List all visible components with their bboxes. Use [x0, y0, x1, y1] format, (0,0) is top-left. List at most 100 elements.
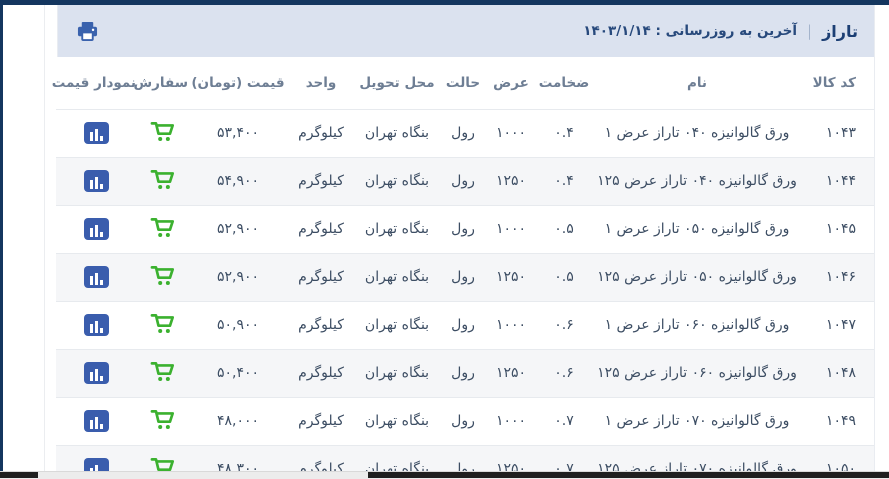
cell-price: ۵۴,۹۰۰ — [188, 157, 288, 206]
price-chart-button[interactable] — [83, 217, 109, 240]
cell-price: ۴۸,۰۰۰ — [188, 397, 288, 446]
table-row: ۱۰۴۳ ورق گالوانیزه ۰۴۰ تاراز عرض ۱ ۰.۴ ۱… — [56, 109, 874, 158]
cell-order — [136, 397, 188, 446]
cell-delivery: بنگاه تهران — [354, 253, 440, 302]
column-header-chart: نمودار قیمت — [52, 57, 136, 110]
shopping-cart-icon — [150, 168, 175, 191]
table-row: ۱۰۴۶ ورق گالوانیزه ۰۵۰ تاراز عرض ۱۲۵ ۰.۵… — [56, 253, 874, 302]
column-header-state: حالت — [440, 57, 486, 110]
cell-width: ۱۲۵۰ — [486, 157, 536, 206]
cell-price-chart — [56, 397, 136, 446]
cell-price: ۵۰,۴۰۰ — [188, 349, 288, 398]
shopping-cart-icon — [150, 216, 175, 239]
cell-price-chart — [56, 157, 136, 206]
cell-width: ۱۰۰۰ — [486, 397, 536, 446]
cell-width: ۱۲۵۰ — [486, 349, 536, 398]
printer-icon — [76, 21, 99, 42]
price-chart-button[interactable] — [83, 409, 109, 432]
bar-chart-icon — [89, 367, 104, 381]
cell-price: ۵۲,۹۰۰ — [188, 205, 288, 254]
shopping-cart-icon — [150, 264, 175, 287]
shopping-cart-icon — [150, 120, 175, 143]
bar-chart-icon — [89, 319, 104, 333]
cell-price: ۵۰,۹۰۰ — [188, 301, 288, 350]
cell-price: ۵۲,۹۰۰ — [188, 253, 288, 302]
cell-delivery: بنگاه تهران — [354, 301, 440, 350]
cell-unit: کیلوگرم — [288, 157, 354, 206]
cell-product-code: ۱۰۴۳ — [802, 109, 874, 158]
table-row: ۱۰۴۴ ورق گالوانیزه ۰۴۰ تاراز عرض ۱۲۵ ۰.۴… — [56, 157, 874, 206]
cell-delivery: بنگاه تهران — [354, 109, 440, 158]
cell-unit: کیلوگرم — [288, 397, 354, 446]
order-button[interactable] — [150, 216, 175, 239]
bar-chart-icon — [89, 415, 104, 429]
price-table: کد کالا نام ضخامت عرض حالت محل تحویل واح… — [52, 57, 874, 479]
cell-product-code: ۱۰۴۵ — [802, 205, 874, 254]
cell-thickness: ۰.۶ — [536, 349, 592, 398]
cell-price-chart — [56, 349, 136, 398]
column-header-unit: واحد — [288, 57, 354, 110]
cell-width: ۱۲۵۰ — [486, 253, 536, 302]
cell-order — [136, 157, 188, 206]
cell-thickness: ۰.۵ — [536, 253, 592, 302]
horizontal-scrollbar-thumb-left[interactable] — [0, 472, 38, 478]
window-top-edge — [0, 0, 889, 5]
cell-price: ۵۳,۴۰۰ — [188, 109, 288, 158]
cell-product-code: ۱۰۴۸ — [802, 349, 874, 398]
cell-thickness: ۰.۴ — [536, 109, 592, 158]
table-header-band: تاراز | آخرین به روزرسانی : ۱۴۰۳/۱/۱۴ — [58, 5, 874, 57]
cell-unit: کیلوگرم — [288, 205, 354, 254]
order-button[interactable] — [150, 360, 175, 383]
cell-delivery: بنگاه تهران — [354, 157, 440, 206]
price-table-card: تاراز | آخرین به روزرسانی : ۱۴۰۳/۱/۱۴ ک — [52, 5, 875, 479]
column-header-order: سفارش — [134, 57, 188, 110]
cell-state: رول — [440, 157, 486, 206]
cell-price-chart — [56, 109, 136, 158]
price-chart-button[interactable] — [83, 313, 109, 336]
table-header-row: کد کالا نام ضخامت عرض حالت محل تحویل واح… — [52, 57, 874, 110]
cell-width: ۱۰۰۰ — [486, 301, 536, 350]
order-button[interactable] — [150, 168, 175, 191]
order-button[interactable] — [150, 264, 175, 287]
cell-state: رول — [440, 301, 486, 350]
cell-product-code: ۱۰۴۷ — [802, 301, 874, 350]
order-button[interactable] — [150, 312, 175, 335]
bar-chart-icon — [89, 223, 104, 237]
table-row: ۱۰۴۸ ورق گالوانیزه ۰۶۰ تاراز عرض ۱۲۵ ۰.۶… — [56, 349, 874, 398]
cell-thickness: ۰.۵ — [536, 205, 592, 254]
horizontal-scrollbar-thumb[interactable] — [368, 472, 889, 478]
price-chart-button[interactable] — [83, 169, 109, 192]
price-chart-button[interactable] — [83, 265, 109, 288]
cell-price-chart — [56, 253, 136, 302]
table-row: ۱۰۴۵ ورق گالوانیزه ۰۵۰ تاراز عرض ۱ ۰.۵ ۱… — [56, 205, 874, 254]
bar-chart-icon — [89, 271, 104, 285]
cell-price-chart — [56, 205, 136, 254]
cell-product-code: ۱۰۴۹ — [802, 397, 874, 446]
order-button[interactable] — [150, 408, 175, 431]
cell-unit: کیلوگرم — [288, 253, 354, 302]
price-chart-button[interactable] — [83, 361, 109, 384]
table-body: ۱۰۴۳ ورق گالوانیزه ۰۴۰ تاراز عرض ۱ ۰.۴ ۱… — [56, 109, 874, 479]
order-button[interactable] — [150, 120, 175, 143]
print-button[interactable] — [74, 19, 100, 43]
cell-product-name: ورق گالوانیزه ۰۴۰ تاراز عرض ۱ — [592, 109, 802, 158]
cell-product-name: ورق گالوانیزه ۰۴۰ تاراز عرض ۱۲۵ — [592, 157, 802, 206]
column-header-code: کد کالا — [802, 57, 874, 110]
price-chart-button[interactable] — [83, 121, 109, 144]
cell-order — [136, 349, 188, 398]
cell-state: رول — [440, 253, 486, 302]
cell-order — [136, 109, 188, 158]
cell-thickness: ۰.۷ — [536, 397, 592, 446]
cell-unit: کیلوگرم — [288, 301, 354, 350]
cell-price-chart — [56, 301, 136, 350]
table-row: ۱۰۴۹ ورق گالوانیزه ۰۷۰ تاراز عرض ۱ ۰.۷ ۱… — [56, 397, 874, 446]
cell-delivery: بنگاه تهران — [354, 205, 440, 254]
last-update-text: آخرین به روزرسانی : ۱۴۰۳/۱/۱۴ — [583, 23, 798, 39]
cell-thickness: ۰.۴ — [536, 157, 592, 206]
cell-unit: کیلوگرم — [288, 349, 354, 398]
cell-product-code: ۱۰۴۴ — [802, 157, 874, 206]
cell-product-code: ۱۰۴۶ — [802, 253, 874, 302]
cell-product-name: ورق گالوانیزه ۰۵۰ تاراز عرض ۱ — [592, 205, 802, 254]
cell-state: رول — [440, 205, 486, 254]
title-divider: | — [807, 22, 813, 40]
